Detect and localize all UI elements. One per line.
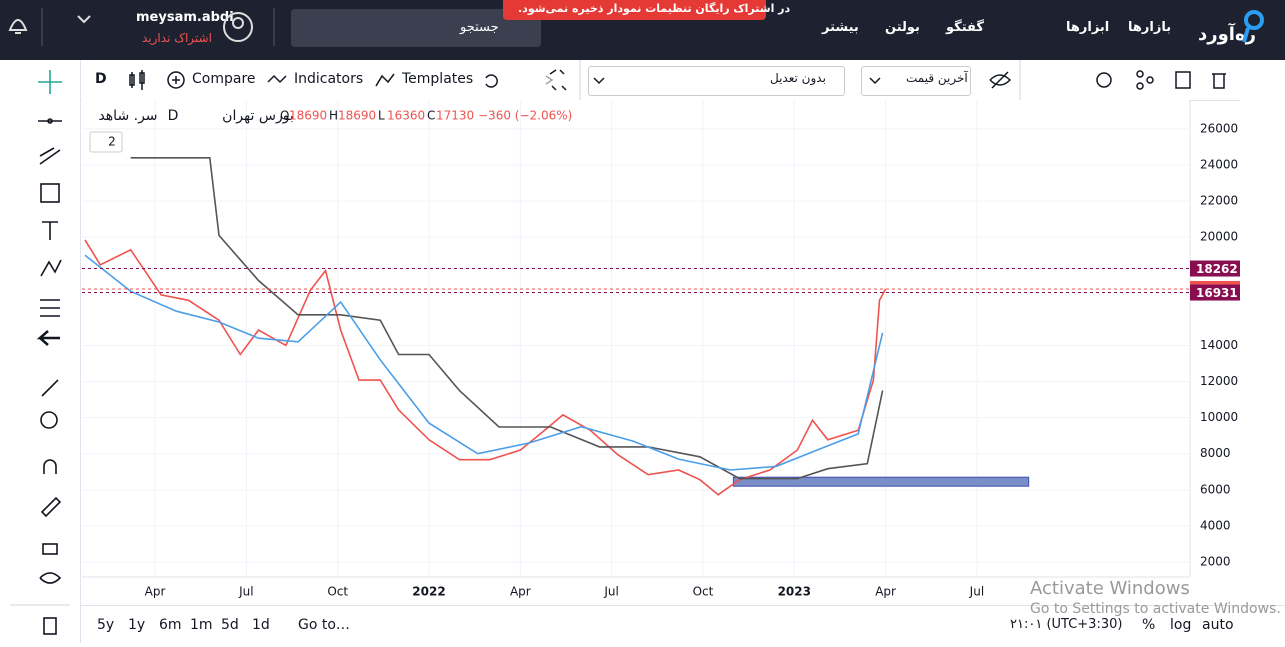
range-button[interactable]: 1y	[128, 617, 146, 633]
banner	[503, 0, 766, 20]
ohlc-change: −360 (−2.06%)	[478, 109, 572, 123]
legend-interval: D	[168, 108, 179, 124]
range-button[interactable]: 1m	[190, 617, 213, 633]
y-tick-label: 10000	[1200, 410, 1238, 424]
price-label-box	[1190, 284, 1240, 301]
ohlc-key: C	[427, 109, 435, 123]
x-tick-label: Oct	[327, 585, 348, 599]
y-tick-label: 12000	[1200, 374, 1238, 388]
bottom-bar: Go to… ۲۱:۰۱ (UTC+3:30) % log auto 5y 1y 6…	[80, 605, 1285, 644]
x-tick-label: 2023	[778, 585, 811, 599]
ohlc-key: O	[280, 109, 289, 123]
x-tick-label: Jul	[603, 585, 618, 599]
logo[interactable]: ره‌آورد	[1198, 24, 1256, 45]
username[interactable]: meysam.abdi	[136, 10, 234, 25]
price-label: آخرین قیمت	[906, 71, 968, 85]
toolbar-icons	[129, 60, 1226, 100]
search-box[interactable]	[291, 9, 541, 47]
y-tick-label: 14000	[1200, 338, 1238, 352]
templates-button[interactable]: Templates	[402, 71, 474, 87]
drawing-toolbar	[0, 60, 118, 643]
x-tick-label: Jul	[969, 585, 984, 599]
log-toggle[interactable]: log	[1170, 617, 1192, 633]
series-line	[84, 254, 884, 471]
adjust-select[interactable]	[588, 66, 845, 96]
x-tick-label: 2022	[412, 585, 445, 599]
menu-item[interactable]: بازارها	[1128, 20, 1172, 35]
watermark-text: Go to Settings to activate Windows.	[1030, 601, 1281, 617]
price-select[interactable]	[861, 66, 971, 96]
ohlc-value: 16360	[387, 109, 425, 123]
watermark-title: Activate Windows	[1030, 578, 1190, 599]
price-label-box	[1190, 260, 1240, 277]
clock: ۲۱:۰۱ (UTC+3:30)	[1010, 617, 1123, 632]
ohlc-value: 18690	[289, 109, 327, 123]
goto-button[interactable]: Go to…	[298, 617, 350, 633]
x-tick-label: Apr	[875, 585, 896, 599]
y-tick-label: 2000	[1200, 555, 1231, 569]
x-tick-label: Apr	[145, 585, 166, 599]
search-placeholder: جستجو	[460, 20, 499, 35]
menu-item[interactable]: بیشتر	[822, 20, 859, 35]
x-tick-label: Oct	[693, 585, 714, 599]
range-button[interactable]: 5y	[97, 617, 115, 633]
y-tick-label: 6000	[1200, 482, 1231, 496]
zone-box	[732, 476, 1030, 487]
plot-area	[82, 100, 1190, 577]
y-tick-label: 22000	[1200, 194, 1238, 208]
series-line	[84, 239, 887, 496]
legend-symbol: سر. شاهد	[98, 108, 157, 124]
badge-count: 2	[108, 135, 116, 149]
legend-exchange: بورس تهران	[222, 108, 294, 124]
subscription: اشتراک ندارید	[142, 31, 212, 45]
price-label: 18262	[1196, 262, 1238, 276]
tool-icons[interactable]	[0, 60, 118, 643]
indicators-button[interactable]: Indicators	[294, 71, 364, 87]
price-label: 16931	[1196, 286, 1238, 300]
menu-item[interactable]: ابزارها	[1066, 20, 1110, 35]
badge[interactable]	[89, 131, 123, 153]
banner-text: در اشتراک رایگان تنظیمات نمودار ذخیره نم…	[518, 2, 791, 15]
range-button[interactable]: 1d	[252, 617, 270, 633]
ohlc-key: L	[378, 109, 385, 123]
chart: بورس تهران D سر. شاهد O 18690 H 18690 L 16360…	[82, 100, 1240, 599]
chart-toolbar: D Compare Indicators Templates بدون تعدی…	[80, 60, 1240, 101]
top-nav: ره‌آورد بازارها ابزارها گفتگو بولتن بیشت…	[0, 0, 1285, 60]
y-tick-label: 24000	[1200, 157, 1238, 171]
ohlc-value: 18690	[338, 109, 376, 123]
y-tick-label: 8000	[1200, 446, 1231, 460]
ohlc-value: 17130	[436, 109, 474, 123]
range-button[interactable]: 5d	[221, 617, 239, 633]
percent-toggle[interactable]: %	[1142, 617, 1156, 633]
compare-button[interactable]: Compare	[192, 71, 256, 87]
auto-toggle[interactable]: auto	[1202, 617, 1234, 633]
y-tick-label: 4000	[1200, 518, 1231, 532]
interval-button[interactable]: D	[95, 71, 107, 87]
logo-icon	[1242, 10, 1264, 43]
series-line	[130, 157, 884, 480]
x-tick-label: Apr	[510, 585, 531, 599]
x-tick-label: Jul	[238, 585, 253, 599]
y-tick-label: 26000	[1200, 121, 1238, 135]
y-tick-label: 20000	[1200, 230, 1238, 244]
range-button[interactable]: 6m	[159, 617, 182, 633]
ohlc-key: H	[329, 109, 338, 123]
menu-item[interactable]: گفتگو	[946, 20, 984, 35]
nav-icons	[8, 8, 275, 46]
adjust-label: بدون تعدیل	[770, 71, 826, 85]
menu-item[interactable]: بولتن	[885, 20, 920, 35]
